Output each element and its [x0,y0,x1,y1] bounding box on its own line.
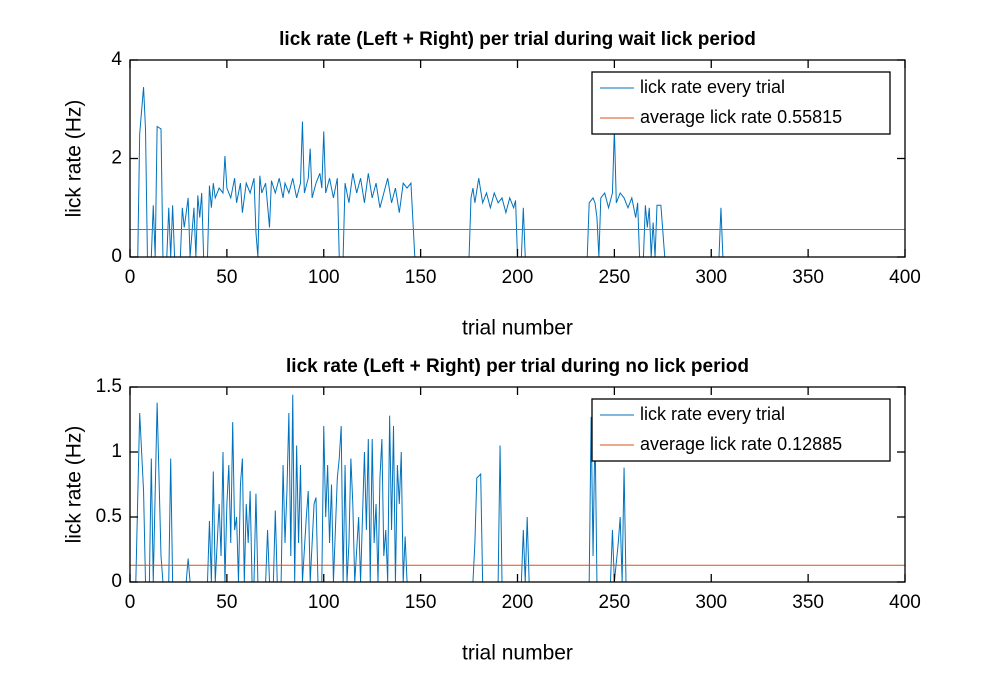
x-tick-label: 300 [695,267,727,288]
legend-label: average lick rate 0.12885 [640,434,842,454]
x-tick-label: 50 [216,592,237,613]
legend-label: lick rate every trial [640,404,785,424]
y-tick-label: 1 [111,441,122,462]
x-tick-label: 400 [889,267,921,288]
legend-label: average lick rate 0.55815 [640,107,842,127]
x-tick-label: 50 [216,267,237,288]
x-tick-label: 200 [502,267,534,288]
y-tick-label: 2 [111,148,122,169]
x-tick-label: 0 [125,267,136,288]
x-tick-label: 350 [792,592,824,613]
x-tick-label: 400 [889,592,921,613]
x-tick-label: 100 [308,267,340,288]
legend-label: lick rate every trial [640,77,785,97]
x-tick-label: 150 [405,592,437,613]
chart-title: lick rate (Left + Right) per trial durin… [279,29,756,50]
x-tick-label: 250 [599,267,631,288]
y-axis-label: lick rate (Hz) [63,426,86,544]
legend-box [591,398,891,462]
y-tick-label: 0.5 [96,506,122,527]
legend-box [591,71,891,135]
data-line [131,87,905,258]
x-axis-label: trial number [462,317,573,340]
x-tick-label: 350 [792,267,824,288]
x-tick-label: 100 [308,592,340,613]
y-tick-label: 4 [111,49,122,70]
chart-title: lick rate (Left + Right) per trial durin… [286,356,749,377]
y-axis-label: lick rate (Hz) [63,100,86,218]
y-tick-label: 1.5 [96,376,122,397]
x-axis-label: trial number [462,642,573,665]
y-tick-label: 0 [111,246,122,267]
x-tick-label: 200 [502,592,534,613]
x-tick-label: 150 [405,267,437,288]
y-tick-label: 0 [111,571,122,592]
x-tick-label: 0 [125,592,136,613]
x-tick-label: 300 [695,592,727,613]
x-tick-label: 250 [599,592,631,613]
